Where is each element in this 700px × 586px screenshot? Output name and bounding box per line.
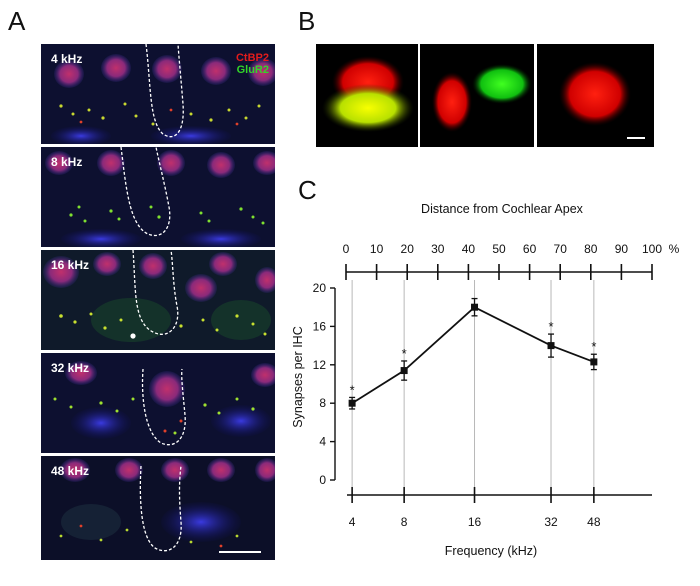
x-tick-label: 48 — [587, 515, 601, 529]
data-point — [400, 367, 408, 375]
micrograph-8khz-label: 8 kHz — [51, 155, 83, 169]
micrograph-4khz-label: 4 kHz — [51, 52, 83, 66]
y-tick-label: 8 — [319, 396, 326, 410]
data-point — [547, 342, 555, 350]
synapse-count-chart: Distance from Cochlear Apex 0 10 20 30 40 50 6… — [291, 202, 680, 558]
micrograph-16khz: 16 kHz — [41, 250, 275, 350]
micrograph-8khz-image — [41, 147, 275, 247]
significance-marker: * — [548, 319, 553, 334]
micrograph-48khz: 48 kHz — [41, 456, 275, 560]
legend-ctbp2: CtBP2 — [235, 52, 269, 64]
top-tick-label: 40 — [462, 242, 476, 256]
top-tick-label: 20 — [401, 242, 415, 256]
significance-marker: * — [402, 346, 407, 361]
panel-b-letter: B — [298, 6, 316, 36]
top-axis: 0 10 20 30 40 50 60 70 80 90 100% — [343, 242, 680, 280]
micrograph-32khz-image — [41, 353, 275, 453]
top-axis-unit: % — [669, 242, 680, 256]
synapse-closeup-separated — [420, 44, 534, 147]
y-tick-label: 20 — [313, 281, 327, 295]
significance-marker: * — [350, 382, 355, 397]
bottom-axis: 4 8 16 32 48 — [347, 487, 652, 529]
y-tick-label: 12 — [313, 358, 327, 372]
significance-marker: * — [591, 339, 596, 354]
y-tick-label: 4 — [319, 435, 326, 449]
top-tick-label: 30 — [431, 242, 445, 256]
data-series: * * * * — [348, 297, 598, 410]
y-axis: 0 4 8 12 16 20 — [313, 281, 336, 487]
x-tick-label: 8 — [401, 515, 408, 529]
micrograph-48khz-label: 48 kHz — [51, 464, 90, 478]
synapse-closeup-paired — [316, 44, 418, 147]
top-tick-label: 10 — [370, 242, 384, 256]
top-tick-label: 60 — [523, 242, 537, 256]
top-axis-title: Distance from Cochlear Apex — [421, 202, 584, 216]
frequency-guides — [351, 280, 595, 495]
micrograph-4khz: 4 kHz CtBP2 GluR2 — [41, 44, 275, 144]
data-point — [348, 399, 356, 407]
x-tick-label: 16 — [468, 515, 482, 529]
panel-c-letter: C — [298, 175, 317, 205]
x-axis-label: Frequency (kHz) — [445, 544, 537, 558]
y-tick-label: 16 — [313, 319, 327, 333]
y-tick-label: 0 — [319, 473, 326, 487]
top-tick-label: 100 — [642, 242, 662, 256]
data-point — [590, 358, 598, 366]
x-tick-label: 4 — [349, 515, 356, 529]
synapse-closeup-orphan — [537, 44, 654, 147]
legend-glur2: GluR2 — [236, 64, 269, 76]
micrograph-8khz: 8 kHz — [41, 147, 275, 247]
panel-a-letter: A — [8, 6, 26, 36]
top-tick-label: 90 — [615, 242, 629, 256]
micrograph-4khz-image — [41, 44, 275, 144]
top-tick-label: 80 — [584, 242, 598, 256]
top-tick-label: 0 — [343, 242, 350, 256]
micrograph-32khz: 32 kHz — [41, 353, 275, 453]
y-axis-label: Synapses per IHC — [291, 326, 305, 427]
micrograph-16khz-label: 16 kHz — [51, 258, 90, 272]
series-line — [351, 306, 595, 404]
top-tick-label: 50 — [492, 242, 506, 256]
top-tick-label: 70 — [554, 242, 568, 256]
micrograph-48khz-image — [41, 456, 275, 560]
data-point — [471, 303, 479, 311]
micrograph-16khz-image — [41, 250, 275, 350]
x-tick-label: 32 — [544, 515, 558, 529]
micrograph-32khz-label: 32 kHz — [51, 361, 90, 375]
